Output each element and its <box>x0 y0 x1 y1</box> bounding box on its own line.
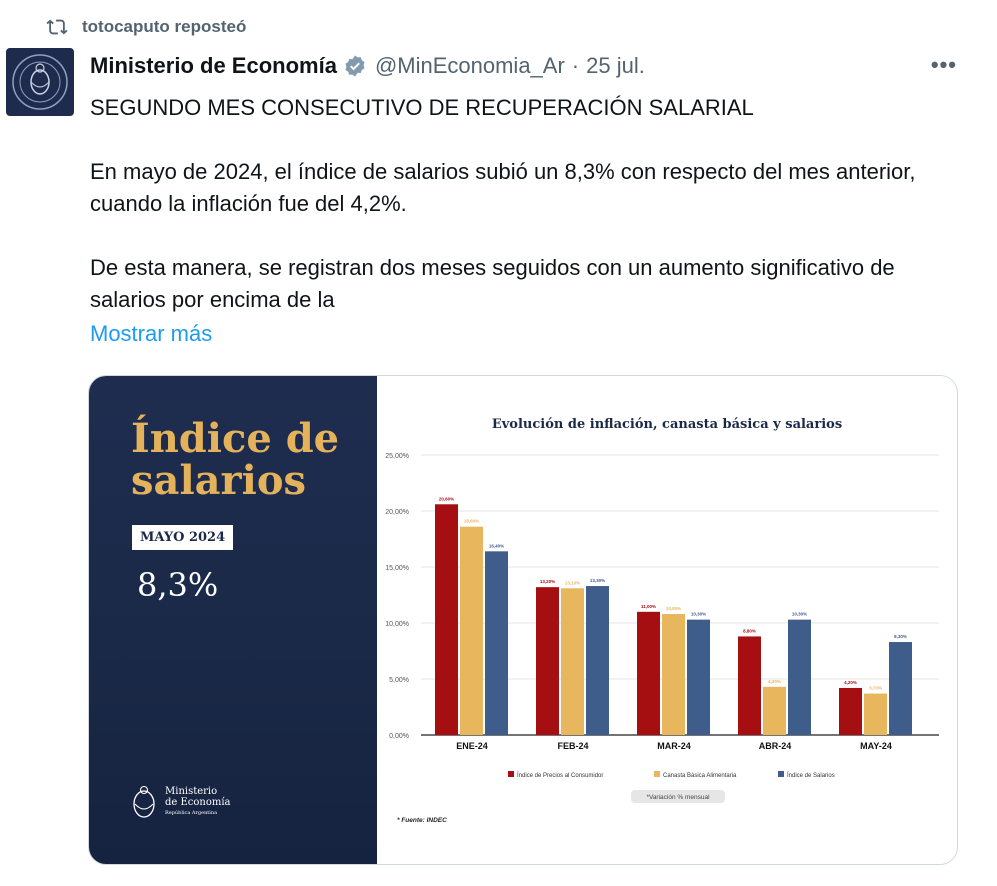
bar-value-label: 10,30% <box>691 612 706 617</box>
logo-line3: República Argentina <box>165 809 218 816</box>
bar <box>662 614 685 735</box>
y-tick-label: 15,00% <box>385 565 409 572</box>
ministry-emblem-icon <box>133 785 155 818</box>
y-tick-label: 10,00% <box>385 621 409 628</box>
month-badge: MAYO 2024 <box>132 525 234 550</box>
y-tick-label: 25,00% <box>385 453 409 460</box>
show-more-link[interactable]: Mostrar más <box>90 321 213 346</box>
x-tick-label: FEB-24 <box>557 741 588 751</box>
bar-value-label: 13,10% <box>565 580 580 585</box>
y-tick-label: 5,00% <box>389 677 409 684</box>
bar <box>763 686 786 735</box>
y-tick-label: 0,00% <box>389 733 409 740</box>
bar <box>839 687 862 735</box>
bar <box>738 636 761 735</box>
bar-value-label: 16,40% <box>489 543 504 548</box>
bar <box>788 619 811 735</box>
logo-line1: Ministerio <box>165 785 218 797</box>
card-title: Índice de salarios <box>131 418 339 502</box>
bar-value-label: 20,60% <box>439 496 454 501</box>
bar-value-label: 10,30% <box>792 612 807 617</box>
legend-label: Índice de Salarios <box>787 772 835 779</box>
bar <box>536 587 559 735</box>
legend-swatch <box>654 771 660 777</box>
tweet-paragraph: SEGUNDO MES CONSECUTIVO DE RECUPERACIÓN … <box>90 95 754 120</box>
x-tick-label: ENE-24 <box>456 741 488 751</box>
x-tick-label: MAY-24 <box>860 741 892 751</box>
bar <box>864 693 887 735</box>
salary-value: 8,3% <box>137 566 219 604</box>
avatar[interactable] <box>6 48 74 116</box>
bar <box>687 619 710 735</box>
tweet-text: SEGUNDO MES CONSECUTIVO DE RECUPERACIÓN … <box>90 92 970 350</box>
author-handle[interactable]: @MinEconomia_Ar <box>374 53 565 78</box>
chart-title: Evolución de inflación, canasta básica y… <box>492 417 842 432</box>
bar-value-label: 8,80% <box>743 628 756 633</box>
ministry-logo: Ministerio de Economía República Argenti… <box>129 784 231 820</box>
bar-value-label: 4,20% <box>844 680 857 685</box>
repost-icon <box>46 19 68 35</box>
bar <box>637 611 660 735</box>
card-title-line1: Índice de <box>131 415 340 462</box>
bar-value-label: 11,00% <box>641 604 656 609</box>
repost-indicator[interactable]: totocaputo reposteó <box>46 14 246 40</box>
verified-badge-icon[interactable] <box>343 54 367 78</box>
bar-value-label: 10,80% <box>666 606 681 611</box>
card-title-line2: salarios <box>131 457 307 504</box>
legend-label: Índice de Precios al Consumidor <box>517 772 603 779</box>
author-name[interactable]: Ministerio de Economía <box>90 53 337 78</box>
bar <box>889 642 912 735</box>
bar-value-label: 8,30% <box>894 634 907 639</box>
tweet-paragraph: En mayo de 2024, el índice de salarios s… <box>90 159 916 216</box>
source-label: * Fuente: INDEC <box>397 817 447 824</box>
bar-value-label: 4,30% <box>768 679 781 684</box>
tweet-media-image[interactable]: Índice de salarios MAYO 2024 8,3% Minist… <box>88 375 958 865</box>
bar <box>435 504 458 735</box>
salary-index-panel: Índice de salarios MAYO 2024 8,3% Minist… <box>89 376 377 864</box>
tweet-paragraph: De esta manera, se registran dos meses s… <box>90 255 895 312</box>
x-tick-label: ABR-24 <box>759 741 792 751</box>
chart-svg: Evolución de inflación, canasta básica y… <box>385 417 939 824</box>
bar <box>485 551 508 735</box>
more-options-button[interactable]: ••• <box>930 52 957 77</box>
legend-swatch <box>508 771 514 777</box>
bar-value-label: 13,20% <box>540 579 555 584</box>
tweet-header: Ministerio de Economía @MinEconomia_Ar ·… <box>90 52 957 80</box>
note-box <box>631 790 725 803</box>
note-label: *Variación % mensual <box>646 794 710 801</box>
legend-label: Canasta Básica Alimentaria <box>663 773 737 779</box>
ministry-seal-icon <box>12 54 68 110</box>
bar-chart: Evolución de inflación, canasta básica y… <box>377 376 957 864</box>
bar <box>586 586 609 735</box>
bar-value-label: 18,60% <box>464 519 479 524</box>
bar <box>460 526 483 735</box>
logo-line2: de Economía <box>165 796 231 808</box>
x-tick-label: MAR-24 <box>657 741 691 751</box>
bar <box>561 588 584 735</box>
legend-swatch <box>778 771 784 777</box>
y-tick-label: 20,00% <box>385 509 409 516</box>
bar-value-label: 3,70% <box>869 686 882 691</box>
repost-text: totocaputo reposteó <box>82 17 247 36</box>
separator-dot: · <box>571 53 580 78</box>
bar-value-label: 13,30% <box>590 578 605 583</box>
tweet-date[interactable]: 25 jul. <box>586 53 645 78</box>
